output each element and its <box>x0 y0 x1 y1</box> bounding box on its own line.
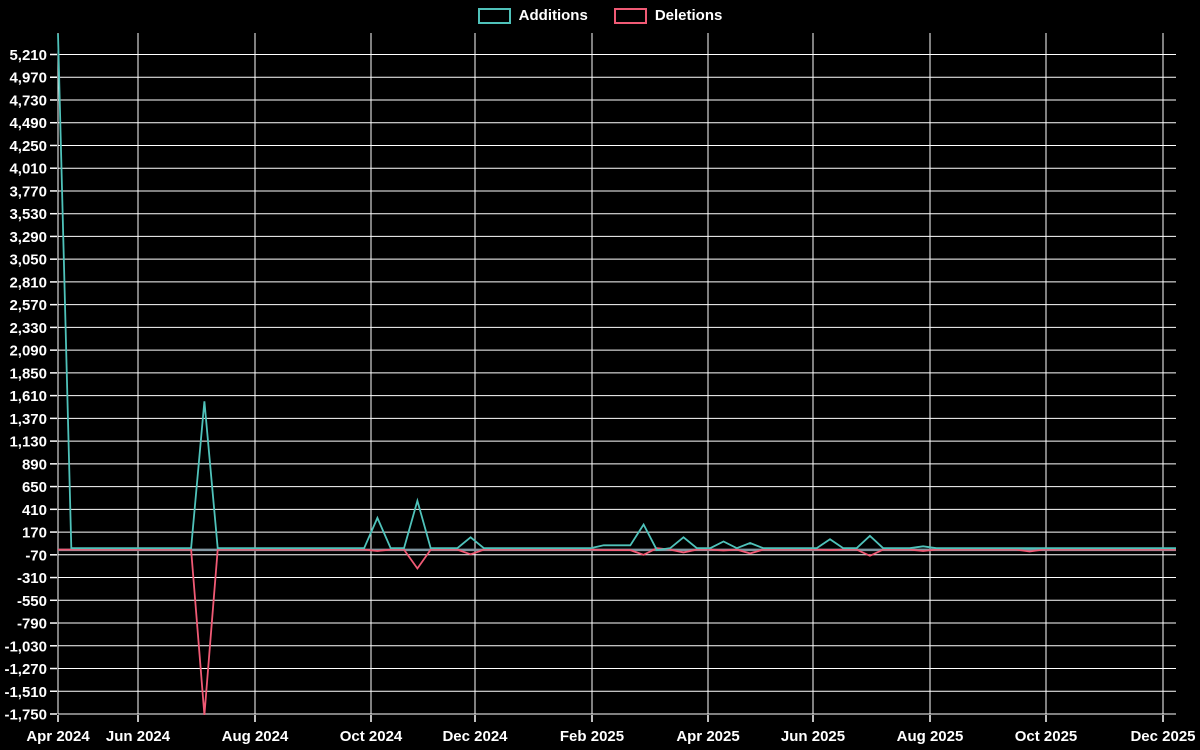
y-axis-label: 2,570 <box>9 297 47 314</box>
y-axis-label: 4,490 <box>9 115 47 132</box>
x-axis-label: Jun 2025 <box>781 728 845 745</box>
y-axis-label: 170 <box>22 525 47 542</box>
y-axis-label: 3,770 <box>9 183 47 200</box>
y-axis-label: -1,270 <box>4 661 47 678</box>
deletions-line <box>58 547 1176 715</box>
x-axis-label: Jun 2024 <box>106 728 171 745</box>
y-axis-label: 4,010 <box>9 161 47 178</box>
y-axis-label: 3,050 <box>9 252 47 269</box>
x-axis-label: Oct 2024 <box>340 728 403 745</box>
y-axis-label: 890 <box>22 456 47 473</box>
y-axis-label: -1,030 <box>4 638 47 655</box>
additions-swatch-icon <box>477 8 511 24</box>
y-axis-label: -790 <box>17 616 47 633</box>
x-axis-label: Dec 2025 <box>1130 728 1195 745</box>
y-axis-label: 1,130 <box>9 434 47 451</box>
y-axis-label: -1,750 <box>4 707 47 724</box>
y-axis-label: 650 <box>22 479 47 496</box>
y-axis-label: -70 <box>25 547 47 564</box>
legend-item-deletions: Deletions <box>613 7 723 25</box>
y-axis-label: 4,970 <box>9 70 47 87</box>
y-axis-label: 410 <box>22 502 47 519</box>
y-axis-label: 3,530 <box>9 206 47 223</box>
additions-line <box>57 33 1176 552</box>
y-axis-label: 4,250 <box>9 138 47 155</box>
legend-label-additions: Additions <box>518 7 588 24</box>
x-axis-label: Aug 2025 <box>897 728 964 745</box>
x-axis-label: Oct 2025 <box>1015 728 1078 745</box>
y-axis-label: 4,730 <box>9 92 47 109</box>
y-axis-label: -550 <box>17 593 47 610</box>
y-axis-label: 5,210 <box>9 47 47 64</box>
x-axis-label: Dec 2024 <box>442 728 508 745</box>
x-axis-label: Feb 2025 <box>560 728 624 745</box>
legend-item-additions: Additions <box>477 7 588 25</box>
x-axis-label: Apr 2025 <box>676 728 739 745</box>
y-axis-label: 2,330 <box>9 320 47 337</box>
y-axis-label: 3,290 <box>9 229 47 246</box>
y-axis-label: 2,810 <box>9 274 47 291</box>
y-axis-label: -310 <box>17 570 47 587</box>
deletions-swatch-icon <box>613 8 647 24</box>
y-axis-label: 1,370 <box>9 411 47 428</box>
x-axis-label: Aug 2024 <box>222 728 289 745</box>
y-axis-label: 1,610 <box>9 388 47 405</box>
y-axis-label: 1,850 <box>9 365 47 382</box>
legend-label-deletions: Deletions <box>654 7 723 24</box>
chart-legend: Additions Deletions <box>0 7 1200 25</box>
y-axis-label: 2,090 <box>9 343 47 360</box>
y-axis-label: -1,510 <box>4 684 47 701</box>
x-axis-label: Apr 2024 <box>26 728 90 745</box>
